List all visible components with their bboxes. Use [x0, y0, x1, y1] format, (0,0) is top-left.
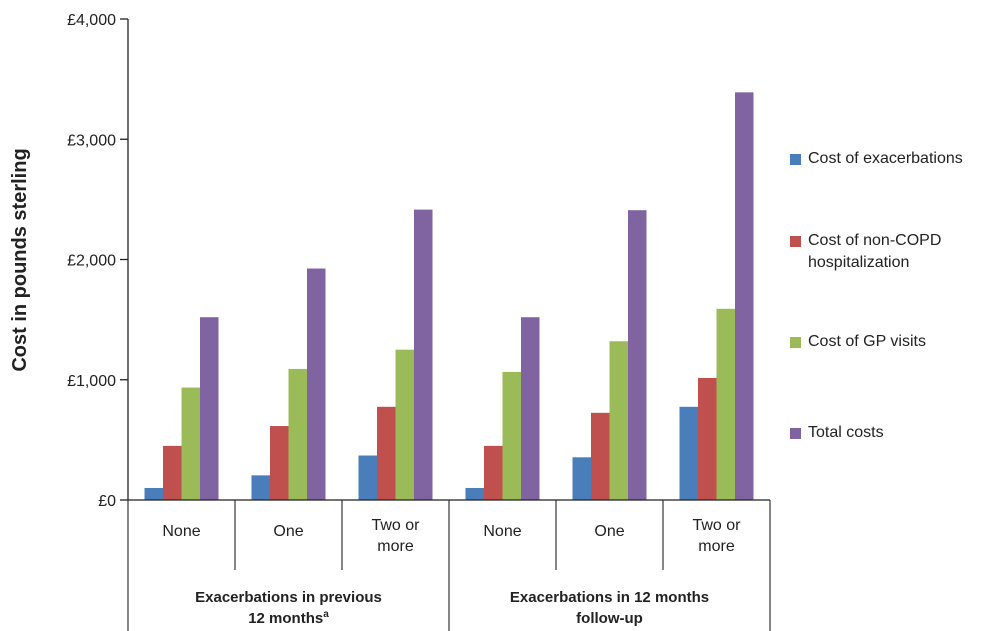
y-axis-label: Cost in pounds sterling	[9, 148, 31, 371]
bar-1-4	[465, 487, 484, 500]
bar-3-4	[502, 371, 521, 500]
bar-1-3	[358, 455, 377, 500]
bar-4-2	[307, 268, 326, 500]
x-tick-label: Two or more	[692, 517, 741, 555]
bars	[144, 92, 754, 500]
legend-label: Cost of non-COPD hospitalization	[808, 232, 942, 271]
bar-4-5	[628, 210, 647, 500]
legend-label: Cost of GP visits	[808, 333, 926, 350]
legend-swatch	[790, 337, 801, 348]
bar-2-5	[591, 412, 610, 500]
bar-2-1	[163, 445, 182, 500]
y-tick-label: £1,000	[67, 373, 116, 390]
y-tick-label: £2,000	[67, 253, 116, 270]
legend-swatch	[790, 236, 801, 247]
legend-label: Cost of exacerbations	[808, 150, 963, 167]
bar-3-3	[395, 349, 414, 500]
bar-2-6	[698, 377, 717, 500]
x-tick-label: Two or more	[371, 517, 420, 555]
y-tick-label: £0	[98, 493, 116, 510]
x-tick-label: None	[483, 523, 521, 540]
x-tick-label: One	[273, 523, 303, 540]
x-tick-label: None	[162, 523, 200, 540]
bar-4-6	[735, 92, 754, 500]
group-label-2: Exacerbations in 12 months follow-up	[510, 589, 709, 627]
bar-4-3	[414, 209, 433, 500]
y-tick-label: £4,000	[67, 12, 116, 29]
bar-1-6	[679, 406, 698, 500]
bar-2-4	[484, 445, 503, 500]
legend-swatch	[790, 428, 801, 439]
legend-item: Cost of GP visits	[790, 331, 988, 353]
x-tick-label: One	[594, 523, 624, 540]
bar-2-3	[377, 406, 396, 500]
bar-2-2	[270, 426, 289, 500]
bar-1-2	[251, 475, 270, 500]
bar-1-5	[572, 457, 591, 500]
legend-swatch	[790, 154, 801, 165]
bar-3-1	[181, 387, 200, 500]
bar-3-5	[609, 341, 628, 500]
bar-1-1	[144, 487, 163, 500]
legend-item: Cost of non-COPD hospitalization	[790, 230, 988, 274]
bar-3-6	[716, 308, 735, 500]
bar-4-1	[200, 317, 219, 500]
y-tick-label: £3,000	[67, 132, 116, 149]
y-axis: £0 £1,000 £2,000 £3,000 £4,000	[67, 12, 129, 510]
legend-item: Total costs	[790, 422, 988, 444]
group-label-1: Exacerbations in previous 12 monthsa	[195, 589, 382, 627]
x-axis: None One Two or more None One Two or more Exacer…	[127, 499, 771, 631]
legend-label: Total costs	[808, 424, 884, 441]
footnote-marker: a	[323, 609, 329, 620]
legend-item: Cost of exacerbations	[790, 148, 988, 170]
bar-4-4	[521, 317, 540, 500]
bar-3-2	[288, 368, 307, 500]
